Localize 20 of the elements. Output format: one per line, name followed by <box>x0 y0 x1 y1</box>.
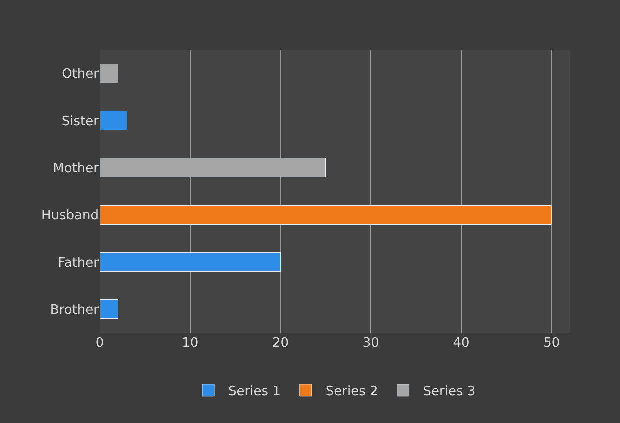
y-tick-label: Husband <box>42 208 99 224</box>
x-tick-label: 10 <box>182 336 199 351</box>
y-tick-label: Sister <box>62 114 100 130</box>
y-tick-label: Other <box>62 67 100 82</box>
bar <box>100 111 128 130</box>
x-tick-label: 50 <box>544 336 560 351</box>
bar <box>100 252 282 272</box>
bar <box>100 300 118 320</box>
legend-label: Series 3 <box>423 384 476 400</box>
y-tick-label: Brother <box>50 302 100 318</box>
x-tick-label: 40 <box>453 336 470 351</box>
legend-label: Series 2 <box>326 384 378 400</box>
y-tick-label: Mother <box>53 161 100 176</box>
bar <box>100 64 118 84</box>
x-tick-label: 30 <box>362 336 380 351</box>
legend-label: Series 1 <box>228 384 281 400</box>
x-tick-label: 0 <box>96 336 104 351</box>
y-tick-label: Father <box>58 256 100 271</box>
x-tick-label: 20 <box>272 336 290 351</box>
bar <box>100 205 552 225</box>
